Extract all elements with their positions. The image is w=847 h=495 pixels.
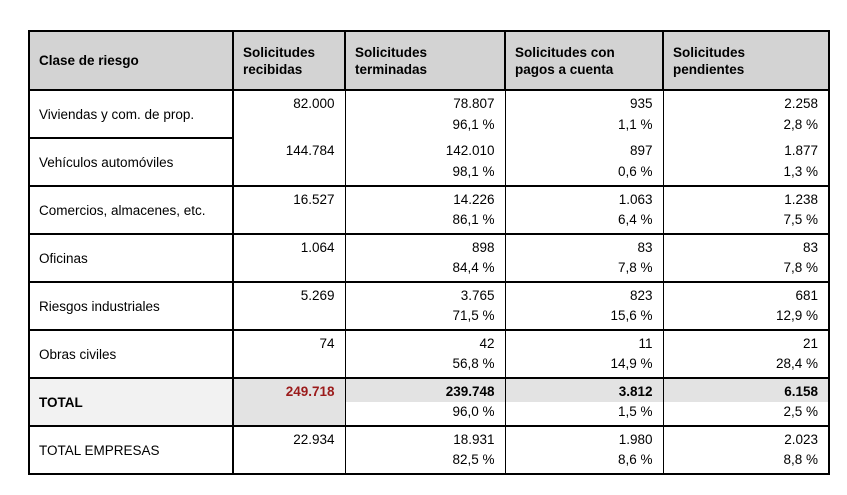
row-total: TOTAL 249.718 239.748 3.812 6.158 — [29, 377, 829, 426]
header-clase-de-riesgo: Clase de riesgo — [28, 30, 234, 91]
row-riesgos-industriales-pct: 71,5 % 15,6 % 12,9 % — [29, 306, 829, 330]
cell-pending: 21 — [662, 329, 829, 354]
cell-received: 5.269 — [233, 281, 346, 330]
cell-pending: 681 — [662, 281, 829, 306]
cell-pending: 83 — [662, 233, 829, 258]
row-vehiculos: Vehículos automóviles 144.784 142.010 89… — [29, 137, 829, 186]
cell-on-account: 935 — [504, 89, 663, 114]
cell-on-account: 1.063 — [504, 185, 663, 210]
cell-completed: 42 — [344, 329, 505, 354]
cell-pending: 2.023 — [662, 425, 829, 450]
cell-completed-pct: 56,8 % — [344, 354, 505, 378]
cell-completed: 898 — [344, 233, 505, 258]
row-obras-civiles: Obras civiles 74 42 11 21 — [29, 329, 829, 378]
cell-on-account-pct: 8,6 % — [504, 450, 663, 474]
cell-pending: 1.877 — [662, 138, 829, 162]
row-label: Vehículos automóviles — [29, 137, 234, 186]
row-total-pct: 96,0 % 1,5 % 2,5 % — [29, 402, 829, 426]
cell-on-account-pct: 14,9 % — [504, 354, 663, 378]
row-label: TOTAL — [29, 377, 234, 426]
cell-on-account: 1.980 — [504, 425, 663, 450]
cell-on-account-pct: 15,6 % — [504, 306, 663, 330]
row-label: Viviendas y com. de prop. — [29, 89, 234, 138]
row-oficinas-pct: 84,4 % 7,8 % 7,8 % — [29, 258, 829, 282]
cell-on-account-pct: 7,8 % — [504, 258, 663, 282]
cell-pending-pct: 2,5 % — [662, 402, 829, 426]
cell-received: 82.000 — [233, 89, 346, 138]
cell-completed: 78.807 — [344, 89, 505, 114]
cell-pending-pct: 12,9 % — [662, 306, 829, 330]
cell-completed-pct: 82,5 % — [344, 450, 505, 474]
row-total-empresas-pct: 82,5 % 8,6 % 8,8 % — [29, 450, 829, 474]
row-comercios: Comercios, almacenes, etc. 16.527 14.226… — [29, 185, 829, 234]
cell-completed-pct: 96,1 % — [344, 114, 505, 138]
row-label: Comercios, almacenes, etc. — [29, 185, 234, 234]
cell-on-account: 823 — [504, 281, 663, 306]
cell-completed: 3.765 — [344, 281, 505, 306]
cell-received: 144.784 — [233, 138, 346, 186]
cell-completed-pct: 98,1 % — [344, 162, 505, 186]
cell-pending-pct: 2,8 % — [662, 114, 829, 138]
row-obras-civiles-pct: 56,8 % 14,9 % 28,4 % — [29, 354, 829, 378]
header-solicitudes-recibidas: Solicitudes recibidas — [232, 30, 346, 91]
cell-on-account-pct: 1,5 % — [504, 402, 663, 426]
cell-completed: 239.748 — [344, 377, 505, 402]
cell-completed-pct: 96,0 % — [344, 402, 505, 426]
row-viviendas-pct: 96,1 % 1,1 % 2,8 % — [29, 114, 829, 138]
cell-pending-pct: 28,4 % — [662, 354, 829, 378]
row-vehiculos-pct: 98,1 % 0,6 % 1,3 % — [29, 162, 829, 186]
cell-on-account-pct: 6,4 % — [504, 210, 663, 234]
cell-on-account: 3.812 — [504, 377, 663, 402]
cell-received: 74 — [233, 329, 346, 378]
row-oficinas: Oficinas 1.064 898 83 83 — [29, 233, 829, 282]
row-total-empresas: TOTAL EMPRESAS 22.934 18.931 1.980 2.023 — [29, 425, 829, 474]
header-solicitudes-con-pagos: Solicitudes con pagos a cuenta — [504, 30, 664, 91]
cell-completed: 142.010 — [344, 138, 505, 162]
cell-on-account-pct: 0,6 % — [504, 162, 663, 186]
cell-pending-pct: 1,3 % — [662, 162, 829, 186]
cell-completed-pct: 86,1 % — [344, 210, 505, 234]
cell-pending-pct: 8,8 % — [662, 450, 829, 474]
row-label: TOTAL EMPRESAS — [29, 425, 234, 474]
cell-completed: 18.931 — [344, 425, 505, 450]
cell-received-total: 249.718 — [233, 377, 346, 426]
row-comercios-pct: 86,1 % 6,4 % 7,5 % — [29, 210, 829, 234]
cell-received: 22.934 — [233, 425, 346, 474]
row-label: Riesgos industriales — [29, 281, 234, 330]
cell-on-account-pct: 1,1 % — [504, 114, 663, 138]
cell-completed-pct: 84,4 % — [344, 258, 505, 282]
row-riesgos-industriales: Riesgos industriales 5.269 3.765 823 681 — [29, 281, 829, 330]
cell-pending: 2.258 — [662, 89, 829, 114]
cell-pending-pct: 7,8 % — [662, 258, 829, 282]
cell-on-account: 83 — [504, 233, 663, 258]
header-solicitudes-pendientes: Solicitudes pendientes — [662, 30, 830, 91]
header-solicitudes-terminadas: Solicitudes terminadas — [344, 30, 506, 91]
cell-on-account: 11 — [504, 329, 663, 354]
claims-table-container: Clase de riesgo Solicitudes recibidas So… — [28, 30, 830, 475]
cell-pending: 6.158 — [662, 377, 829, 402]
cell-completed-pct: 71,5 % — [344, 306, 505, 330]
row-label: Oficinas — [29, 233, 234, 282]
cell-pending-pct: 7,5 % — [662, 210, 829, 234]
cell-received: 16.527 — [233, 185, 346, 234]
cell-pending: 1.238 — [662, 185, 829, 210]
header-row: Clase de riesgo Solicitudes recibidas So… — [28, 30, 830, 91]
row-label: Obras civiles — [29, 329, 234, 378]
risk-claims-table: Clase de riesgo Solicitudes recibidas So… — [28, 30, 830, 475]
cell-on-account: 897 — [504, 138, 663, 162]
cell-received: 1.064 — [233, 233, 346, 282]
cell-completed: 14.226 — [344, 185, 505, 210]
row-viviendas: Viviendas y com. de prop. 82.000 78.807 … — [29, 89, 829, 138]
